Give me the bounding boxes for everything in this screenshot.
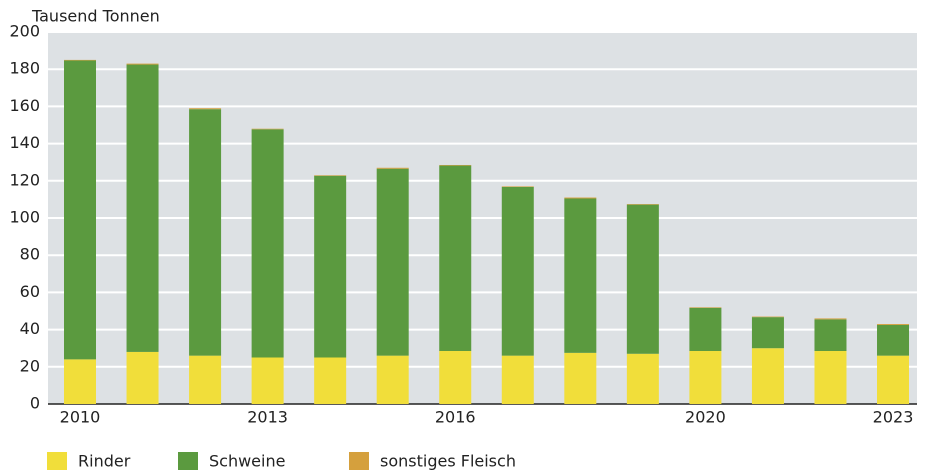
bar-segment xyxy=(877,324,910,356)
bar-segment xyxy=(501,186,534,356)
x-tick-label: 2010 xyxy=(60,408,101,427)
bar-segment xyxy=(189,108,222,110)
bar-segment xyxy=(626,353,659,404)
bar-segment xyxy=(814,319,847,351)
bar-segment xyxy=(564,352,597,404)
bar-segment xyxy=(689,307,722,308)
legend-swatch xyxy=(349,452,369,470)
bar-segment xyxy=(126,63,159,65)
bar-segment xyxy=(126,351,159,404)
y-tick-label: 80 xyxy=(20,245,40,264)
y-tick-label: 100 xyxy=(9,208,40,227)
bar-segment xyxy=(751,316,784,318)
legend-swatch xyxy=(178,452,198,470)
legend-label: Schweine xyxy=(209,452,285,471)
y-tick-label: 60 xyxy=(20,282,40,301)
bar-segment xyxy=(751,348,784,404)
y-tick-label: 0 xyxy=(30,394,40,413)
bar-segment xyxy=(626,204,659,205)
bar-segment xyxy=(189,355,222,404)
legend-swatch xyxy=(47,452,67,470)
bar-segment xyxy=(189,109,222,356)
bar-segment xyxy=(501,186,534,187)
bar-segment xyxy=(439,350,472,404)
legend-label: sonstiges Fleisch xyxy=(380,452,516,471)
bar-segment xyxy=(376,355,409,404)
bar-segment xyxy=(251,357,284,404)
bar-segment xyxy=(751,317,784,349)
bar-segment xyxy=(376,167,409,169)
bar-segment xyxy=(689,307,722,351)
y-axis-label: Tausend Tonnen xyxy=(31,7,160,26)
bar-segment xyxy=(439,165,472,351)
bar-segment xyxy=(126,64,159,352)
y-tick-label: 160 xyxy=(9,96,40,115)
bar-segment xyxy=(251,129,284,358)
y-tick-label: 200 xyxy=(9,22,40,41)
y-tick-label: 120 xyxy=(9,170,40,189)
y-tick-label: 20 xyxy=(20,356,40,375)
bar-segment xyxy=(814,350,847,404)
bar-segment xyxy=(64,359,96,404)
bar-segment xyxy=(564,198,597,353)
bar-segment xyxy=(501,355,534,404)
bar-segment xyxy=(877,355,910,404)
x-tick-label: 2013 xyxy=(247,408,288,427)
bar-segment xyxy=(439,164,472,166)
y-tick-label: 40 xyxy=(20,319,40,338)
bar-segment xyxy=(64,59,96,61)
legend-label: Rinder xyxy=(78,452,131,471)
y-tick-label: 140 xyxy=(9,133,40,152)
bar-segment xyxy=(376,168,409,356)
x-tick-label: 2020 xyxy=(685,408,726,427)
x-tick-label: 2023 xyxy=(873,408,914,427)
x-tick-label: 2016 xyxy=(435,408,476,427)
bar-segment xyxy=(814,318,847,320)
bar-segment xyxy=(314,357,347,404)
y-tick-label: 180 xyxy=(9,59,40,78)
bar-segment xyxy=(314,175,347,358)
bar-segment xyxy=(64,60,96,360)
bar-segment xyxy=(314,175,347,176)
bar-segment xyxy=(626,204,659,354)
bar-segment xyxy=(564,197,597,199)
bar-segment xyxy=(251,128,284,130)
bar-segment xyxy=(877,324,910,325)
bar-segment xyxy=(689,350,722,404)
